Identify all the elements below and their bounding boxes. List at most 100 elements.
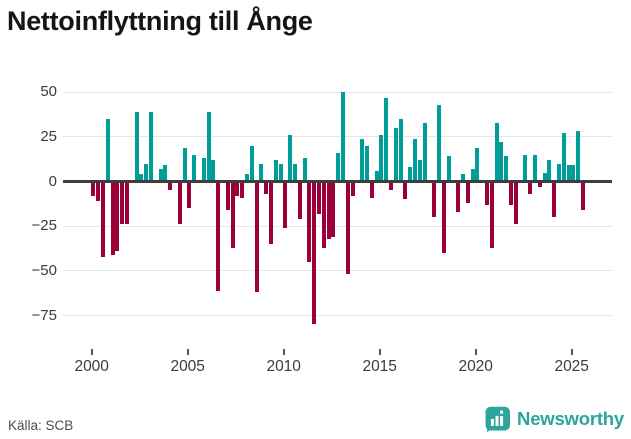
bar[interactable] [441,181,446,253]
bar[interactable] [134,111,139,182]
bar[interactable] [465,181,470,203]
bar[interactable] [389,181,393,191]
bar[interactable] [413,138,417,182]
bar[interactable] [446,156,451,182]
bar[interactable] [168,181,173,191]
bar[interactable] [552,181,557,218]
bar[interactable] [408,167,413,182]
bar[interactable] [317,181,321,214]
bar[interactable] [537,181,542,187]
x-axis-tick [186,349,189,355]
bar[interactable] [235,181,240,196]
newsworthy-logo[interactable]: Newsworthy [484,406,624,432]
bar[interactable] [561,133,566,182]
bar[interactable] [216,181,221,291]
bar[interactable] [144,163,149,182]
bar[interactable] [345,181,350,275]
bar[interactable] [101,181,105,257]
bar[interactable] [369,181,374,198]
bar[interactable] [245,174,249,182]
bar[interactable] [201,158,206,182]
bar[interactable] [225,181,230,211]
bar[interactable] [384,97,389,182]
bar[interactable] [125,181,129,225]
bar[interactable] [542,172,547,182]
bar[interactable] [230,181,235,248]
bar[interactable] [374,170,379,182]
bar[interactable] [187,181,192,209]
bar[interactable] [249,145,254,182]
bar[interactable] [283,181,288,228]
bar[interactable] [211,160,216,182]
bar[interactable] [350,181,355,196]
bar[interactable] [269,181,273,245]
bar[interactable] [360,138,365,182]
bar[interactable] [139,174,144,182]
bar[interactable] [149,111,153,182]
x-axis-label: 2000 [74,358,109,375]
bar[interactable] [499,142,504,182]
bar[interactable] [494,122,499,182]
gridline [63,136,612,138]
bar[interactable] [379,135,384,182]
bar[interactable] [528,181,533,194]
bar[interactable] [278,163,283,182]
bar[interactable] [513,181,518,225]
bar[interactable] [206,111,211,182]
bar[interactable] [417,160,422,182]
bar[interactable] [336,152,341,182]
bar[interactable] [365,145,369,182]
bar[interactable] [96,181,101,202]
bar[interactable] [489,181,494,248]
bar[interactable] [312,181,317,325]
bar[interactable] [110,181,115,255]
bar[interactable] [533,154,537,182]
bar[interactable] [240,181,245,198]
bar[interactable] [307,181,312,262]
bar[interactable] [115,181,120,252]
bar[interactable] [177,181,182,225]
bar[interactable] [576,131,581,182]
bar[interactable] [422,122,427,182]
gridline [63,315,612,317]
bar[interactable] [331,181,336,237]
bar[interactable] [475,147,480,182]
bar[interactable] [259,163,264,182]
bar[interactable] [120,181,125,225]
bar[interactable] [302,158,307,182]
bar[interactable] [403,181,408,200]
bar[interactable] [509,181,513,205]
bar[interactable] [158,168,163,182]
bar[interactable] [523,154,528,182]
bar[interactable] [341,92,345,182]
bar[interactable] [91,181,96,196]
bar[interactable] [264,181,269,194]
bar[interactable] [437,104,441,182]
bar[interactable] [566,165,571,182]
bar[interactable] [557,163,561,182]
bar[interactable] [326,181,331,239]
bar[interactable] [182,147,187,182]
x-axis-label: 2010 [266,358,301,375]
bar[interactable] [504,156,509,182]
bar[interactable] [254,181,259,293]
bar[interactable] [192,154,197,182]
bar[interactable] [547,160,552,182]
bar[interactable] [105,118,110,182]
bar[interactable] [571,165,576,182]
bar[interactable] [297,181,302,220]
bar[interactable] [470,168,475,182]
bar[interactable] [461,174,465,182]
bar[interactable] [288,135,293,182]
bar[interactable] [581,181,585,211]
x-axis-tick [570,349,573,355]
bar[interactable] [293,163,297,182]
bar[interactable] [398,118,403,182]
bar[interactable] [163,165,168,182]
bar[interactable] [273,160,278,182]
bar[interactable] [456,181,461,212]
bar[interactable] [485,181,489,205]
bar[interactable] [432,181,437,218]
bar[interactable] [321,181,326,248]
bar[interactable] [393,127,398,182]
